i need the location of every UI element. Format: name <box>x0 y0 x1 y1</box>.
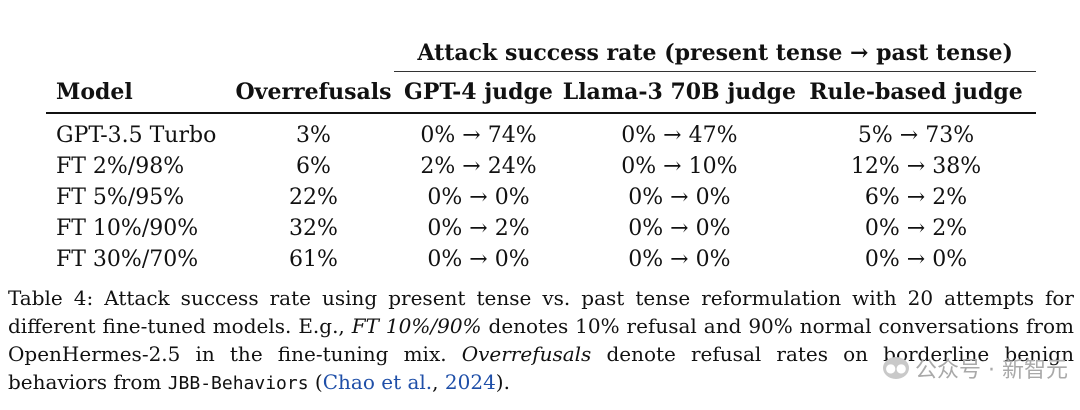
table-row: FT 2%/98% 6% 2% → 24% 0% → 10% 12% → 38% <box>46 151 1036 182</box>
model-cell: FT 30%/70% <box>56 247 199 272</box>
column-header-gpt4-judge: GPT-4 judge <box>404 79 553 105</box>
column-header-overrefusals: Overrefusals <box>235 78 392 105</box>
results-table-container: Attack success rate (present tense → pas… <box>46 28 1036 275</box>
overrefusal-cell: 22% <box>289 185 338 210</box>
column-header-row: Model Overrefusals GPT-4 judge Llama-3 7… <box>46 72 1036 113</box>
caption-text: , <box>432 370 445 394</box>
table-row: FT 10%/90% 32% 0% → 2% 0% → 0% 0% → 2% <box>46 213 1036 244</box>
model-cell: FT 2%/98% <box>56 154 185 179</box>
model-cell: FT 10%/90% <box>56 216 199 241</box>
model-cell: FT 5%/95% <box>56 185 185 210</box>
llama3-judge-cell: 0% → 0% <box>628 185 731 210</box>
column-header-model: Model <box>56 78 133 105</box>
overrefusal-cell: 6% <box>296 154 331 179</box>
gpt4-judge-cell: 2% → 24% <box>420 154 537 179</box>
citation-link-year[interactable]: 2024 <box>444 370 496 394</box>
caption-emphasis-ft: FT 10%/90% <box>351 314 482 338</box>
caption-emphasis-overrefusals: Overrefusals <box>461 342 592 366</box>
caption-text: denote refusal rates on borderline benig… <box>8 342 1074 394</box>
results-table: Attack success rate (present tense → pas… <box>46 28 1036 275</box>
rule-judge-cell: 12% → 38% <box>850 154 982 179</box>
watermark: ●● 公众号 · 新智元 <box>883 352 1068 384</box>
table-caption: Table 4: Attack success rate using prese… <box>8 284 1074 398</box>
rule-judge-cell: 5% → 73% <box>857 123 975 148</box>
llama3-judge-cell: 0% → 0% <box>628 247 731 272</box>
group-header-row: Attack success rate (present tense → pas… <box>46 28 1036 72</box>
rule-judge-cell: 6% → 2% <box>864 185 968 210</box>
watermark-text: 公众号 · 新智元 <box>915 358 1068 383</box>
caption-text: Table 4: Attack success rate using prese… <box>8 286 1074 338</box>
attack-success-group-header: Attack success rate (present tense → pas… <box>394 28 1036 72</box>
table-row: FT 30%/70% 61% 0% → 0% 0% → 0% 0% → 0% <box>46 244 1036 275</box>
overrefusal-cell: 61% <box>289 247 338 272</box>
rule-judge-cell: 0% → 2% <box>864 216 968 241</box>
overrefusal-cell: 3% <box>296 123 331 148</box>
caption-dataset-name: JBB-Behaviors <box>167 373 309 394</box>
wechat-icon: ●● <box>883 357 910 379</box>
table-row: GPT-3.5 Turbo 3% 0% → 74% 0% → 47% 5% → … <box>46 113 1036 151</box>
gpt4-judge-cell: 0% → 0% <box>427 247 530 272</box>
column-header-rule-judge: Rule-based judge <box>809 79 1023 105</box>
rule-judge-cell: 0% → 0% <box>864 247 968 272</box>
caption-text: denotes 10% refusal and 90% normal conve… <box>8 314 1074 366</box>
llama3-judge-cell: 0% → 10% <box>621 154 738 179</box>
model-cell: GPT-3.5 Turbo <box>56 123 217 148</box>
gpt4-judge-cell: 0% → 0% <box>427 185 530 210</box>
caption-text: ). <box>495 370 510 394</box>
column-header-llama3-judge: Llama-3 70B judge <box>562 79 797 105</box>
citation-link-author[interactable]: Chao et al. <box>322 370 433 394</box>
caption-text: ( <box>308 370 323 394</box>
llama3-judge-cell: 0% → 47% <box>621 123 738 148</box>
table-row: FT 5%/95% 22% 0% → 0% 0% → 0% 6% → 2% <box>46 182 1036 213</box>
gpt4-judge-cell: 0% → 74% <box>420 123 537 148</box>
gpt4-judge-cell: 0% → 2% <box>427 216 530 241</box>
overrefusal-cell: 32% <box>289 216 338 241</box>
llama3-judge-cell: 0% → 0% <box>628 216 731 241</box>
